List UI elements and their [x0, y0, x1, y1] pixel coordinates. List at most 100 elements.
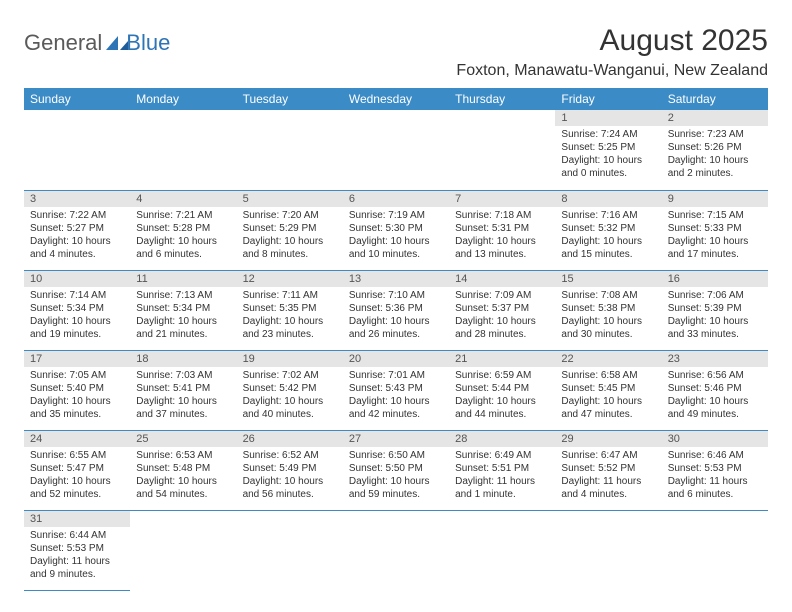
calendar-cell	[130, 510, 236, 590]
sunset-text: Sunset: 5:32 PM	[561, 222, 655, 235]
sunset-text: Sunset: 5:39 PM	[668, 302, 762, 315]
sunrise-text: Sunrise: 7:19 AM	[349, 209, 443, 222]
calendar-row: 24Sunrise: 6:55 AMSunset: 5:47 PMDayligh…	[24, 430, 768, 510]
day-data: Sunrise: 7:24 AMSunset: 5:25 PMDaylight:…	[555, 126, 661, 184]
logo-text-general: General	[24, 30, 102, 56]
location: Foxton, Manawatu-Wanganui, New Zealand	[456, 62, 768, 80]
day-data: Sunrise: 7:13 AMSunset: 5:34 PMDaylight:…	[130, 287, 236, 345]
calendar-cell	[24, 110, 130, 190]
calendar-cell: 14Sunrise: 7:09 AMSunset: 5:37 PMDayligh…	[449, 270, 555, 350]
sunset-text: Sunset: 5:34 PM	[30, 302, 124, 315]
logo-text-blue: Blue	[126, 30, 170, 56]
day-number: 23	[662, 351, 768, 367]
weekday-header: Thursday	[449, 88, 555, 110]
daylight-text: Daylight: 10 hours and 30 minutes.	[561, 315, 655, 341]
daylight-text: Daylight: 10 hours and 6 minutes.	[136, 235, 230, 261]
calendar-cell: 7Sunrise: 7:18 AMSunset: 5:31 PMDaylight…	[449, 190, 555, 270]
day-number: 13	[343, 271, 449, 287]
sunset-text: Sunset: 5:48 PM	[136, 462, 230, 475]
daylight-text: Daylight: 11 hours and 9 minutes.	[30, 555, 124, 581]
day-number: 16	[662, 271, 768, 287]
day-number: 18	[130, 351, 236, 367]
sunrise-text: Sunrise: 7:21 AM	[136, 209, 230, 222]
sunset-text: Sunset: 5:27 PM	[30, 222, 124, 235]
sunset-text: Sunset: 5:40 PM	[30, 382, 124, 395]
sunrise-text: Sunrise: 7:06 AM	[668, 289, 762, 302]
day-number: 30	[662, 431, 768, 447]
sunrise-text: Sunrise: 7:18 AM	[455, 209, 549, 222]
daylight-text: Daylight: 10 hours and 59 minutes.	[349, 475, 443, 501]
day-data: Sunrise: 7:01 AMSunset: 5:43 PMDaylight:…	[343, 367, 449, 425]
day-number: 4	[130, 191, 236, 207]
sunrise-text: Sunrise: 6:46 AM	[668, 449, 762, 462]
sunrise-text: Sunrise: 7:11 AM	[243, 289, 337, 302]
daylight-text: Daylight: 10 hours and 49 minutes.	[668, 395, 762, 421]
day-data: Sunrise: 6:58 AMSunset: 5:45 PMDaylight:…	[555, 367, 661, 425]
daylight-text: Daylight: 10 hours and 2 minutes.	[668, 154, 762, 180]
sunset-text: Sunset: 5:29 PM	[243, 222, 337, 235]
sunset-text: Sunset: 5:47 PM	[30, 462, 124, 475]
sunset-text: Sunset: 5:34 PM	[136, 302, 230, 315]
day-number: 1	[555, 110, 661, 126]
sunrise-text: Sunrise: 6:49 AM	[455, 449, 549, 462]
sunset-text: Sunset: 5:33 PM	[668, 222, 762, 235]
daylight-text: Daylight: 10 hours and 23 minutes.	[243, 315, 337, 341]
day-number: 20	[343, 351, 449, 367]
sunset-text: Sunset: 5:35 PM	[243, 302, 337, 315]
daylight-text: Daylight: 10 hours and 17 minutes.	[668, 235, 762, 261]
daylight-text: Daylight: 10 hours and 37 minutes.	[136, 395, 230, 421]
sunrise-text: Sunrise: 6:53 AM	[136, 449, 230, 462]
daylight-text: Daylight: 10 hours and 10 minutes.	[349, 235, 443, 261]
calendar-cell: 16 Sunrise: 7:06 AMSunset: 5:39 PMDayligh…	[662, 270, 768, 350]
sunrise-text: Sunrise: 7:13 AM	[136, 289, 230, 302]
sunrise-text: Sunrise: 7:20 AM	[243, 209, 337, 222]
day-data: Sunrise: 7:23 AMSunset: 5:26 PMDaylight:…	[662, 126, 768, 184]
day-number: 26	[237, 431, 343, 447]
calendar-cell: 19Sunrise: 7:02 AMSunset: 5:42 PMDayligh…	[237, 350, 343, 430]
daylight-text: Daylight: 10 hours and 13 minutes.	[455, 235, 549, 261]
day-number: 9	[662, 191, 768, 207]
sunrise-text: Sunrise: 7:14 AM	[30, 289, 124, 302]
daylight-text: Daylight: 10 hours and 35 minutes.	[30, 395, 124, 421]
sunset-text: Sunset: 5:28 PM	[136, 222, 230, 235]
day-data: Sunrise: 7:09 AMSunset: 5:37 PMDaylight:…	[449, 287, 555, 345]
day-number: 25	[130, 431, 236, 447]
daylight-text: Daylight: 10 hours and 40 minutes.	[243, 395, 337, 421]
daylight-text: Daylight: 10 hours and 28 minutes.	[455, 315, 549, 341]
daylight-text: Daylight: 10 hours and 54 minutes.	[136, 475, 230, 501]
day-number: 27	[343, 431, 449, 447]
sunrise-text: Sunrise: 7:02 AM	[243, 369, 337, 382]
day-data: Sunrise: 7:22 AMSunset: 5:27 PMDaylight:…	[24, 207, 130, 265]
sunset-text: Sunset: 5:25 PM	[561, 141, 655, 154]
calendar-cell	[237, 510, 343, 590]
sunrise-text: Sunrise: 7:09 AM	[455, 289, 549, 302]
sunrise-text: Sunrise: 7:01 AM	[349, 369, 443, 382]
calendar-cell: 30Sunrise: 6:46 AMSunset: 5:53 PMDayligh…	[662, 430, 768, 510]
daylight-text: Daylight: 10 hours and 44 minutes.	[455, 395, 549, 421]
calendar-cell: 25 Sunrise: 6:53 AMSunset: 5:48 PMDayligh…	[130, 430, 236, 510]
weekday-header: Monday	[130, 88, 236, 110]
day-data: Sunrise: 7:11 AMSunset: 5:35 PMDaylight:…	[237, 287, 343, 345]
day-number: 17	[24, 351, 130, 367]
calendar-row: 17Sunrise: 7:05 AMSunset: 5:40 PMDayligh…	[24, 350, 768, 430]
calendar-cell: 11Sunrise: 7:13 AMSunset: 5:34 PMDayligh…	[130, 270, 236, 350]
calendar-row: 10Sunrise: 7:14 AMSunset: 5:34 PMDayligh…	[24, 270, 768, 350]
calendar-cell: 4 Sunrise: 7:21 AMSunset: 5:28 PMDaylight…	[130, 190, 236, 270]
sunset-text: Sunset: 5:26 PM	[668, 141, 762, 154]
day-number: 6	[343, 191, 449, 207]
weekday-header-row: Sunday Monday Tuesday Wednesday Thursday…	[24, 88, 768, 110]
calendar-cell: 2Sunrise: 7:23 AMSunset: 5:26 PMDaylight…	[662, 110, 768, 190]
calendar-row: 31Sunrise: 6:44 AMSunset: 5:53 PMDayligh…	[24, 510, 768, 590]
daylight-text: Daylight: 10 hours and 8 minutes.	[243, 235, 337, 261]
calendar-cell: 22Sunrise: 6:58 AMSunset: 5:45 PMDayligh…	[555, 350, 661, 430]
day-data: Sunrise: 7:03 AMSunset: 5:41 PMDaylight:…	[130, 367, 236, 425]
sunset-text: Sunset: 5:30 PM	[349, 222, 443, 235]
daylight-text: Daylight: 10 hours and 33 minutes.	[668, 315, 762, 341]
daylight-text: Daylight: 10 hours and 47 minutes.	[561, 395, 655, 421]
day-number: 5	[237, 191, 343, 207]
sunrise-text: Sunrise: 6:56 AM	[668, 369, 762, 382]
sunrise-text: Sunrise: 6:55 AM	[30, 449, 124, 462]
sunrise-text: Sunrise: 6:59 AM	[455, 369, 549, 382]
day-data: Sunrise: 7:02 AMSunset: 5:42 PMDaylight:…	[237, 367, 343, 425]
calendar-cell: 28Sunrise: 6:49 AMSunset: 5:51 PMDayligh…	[449, 430, 555, 510]
